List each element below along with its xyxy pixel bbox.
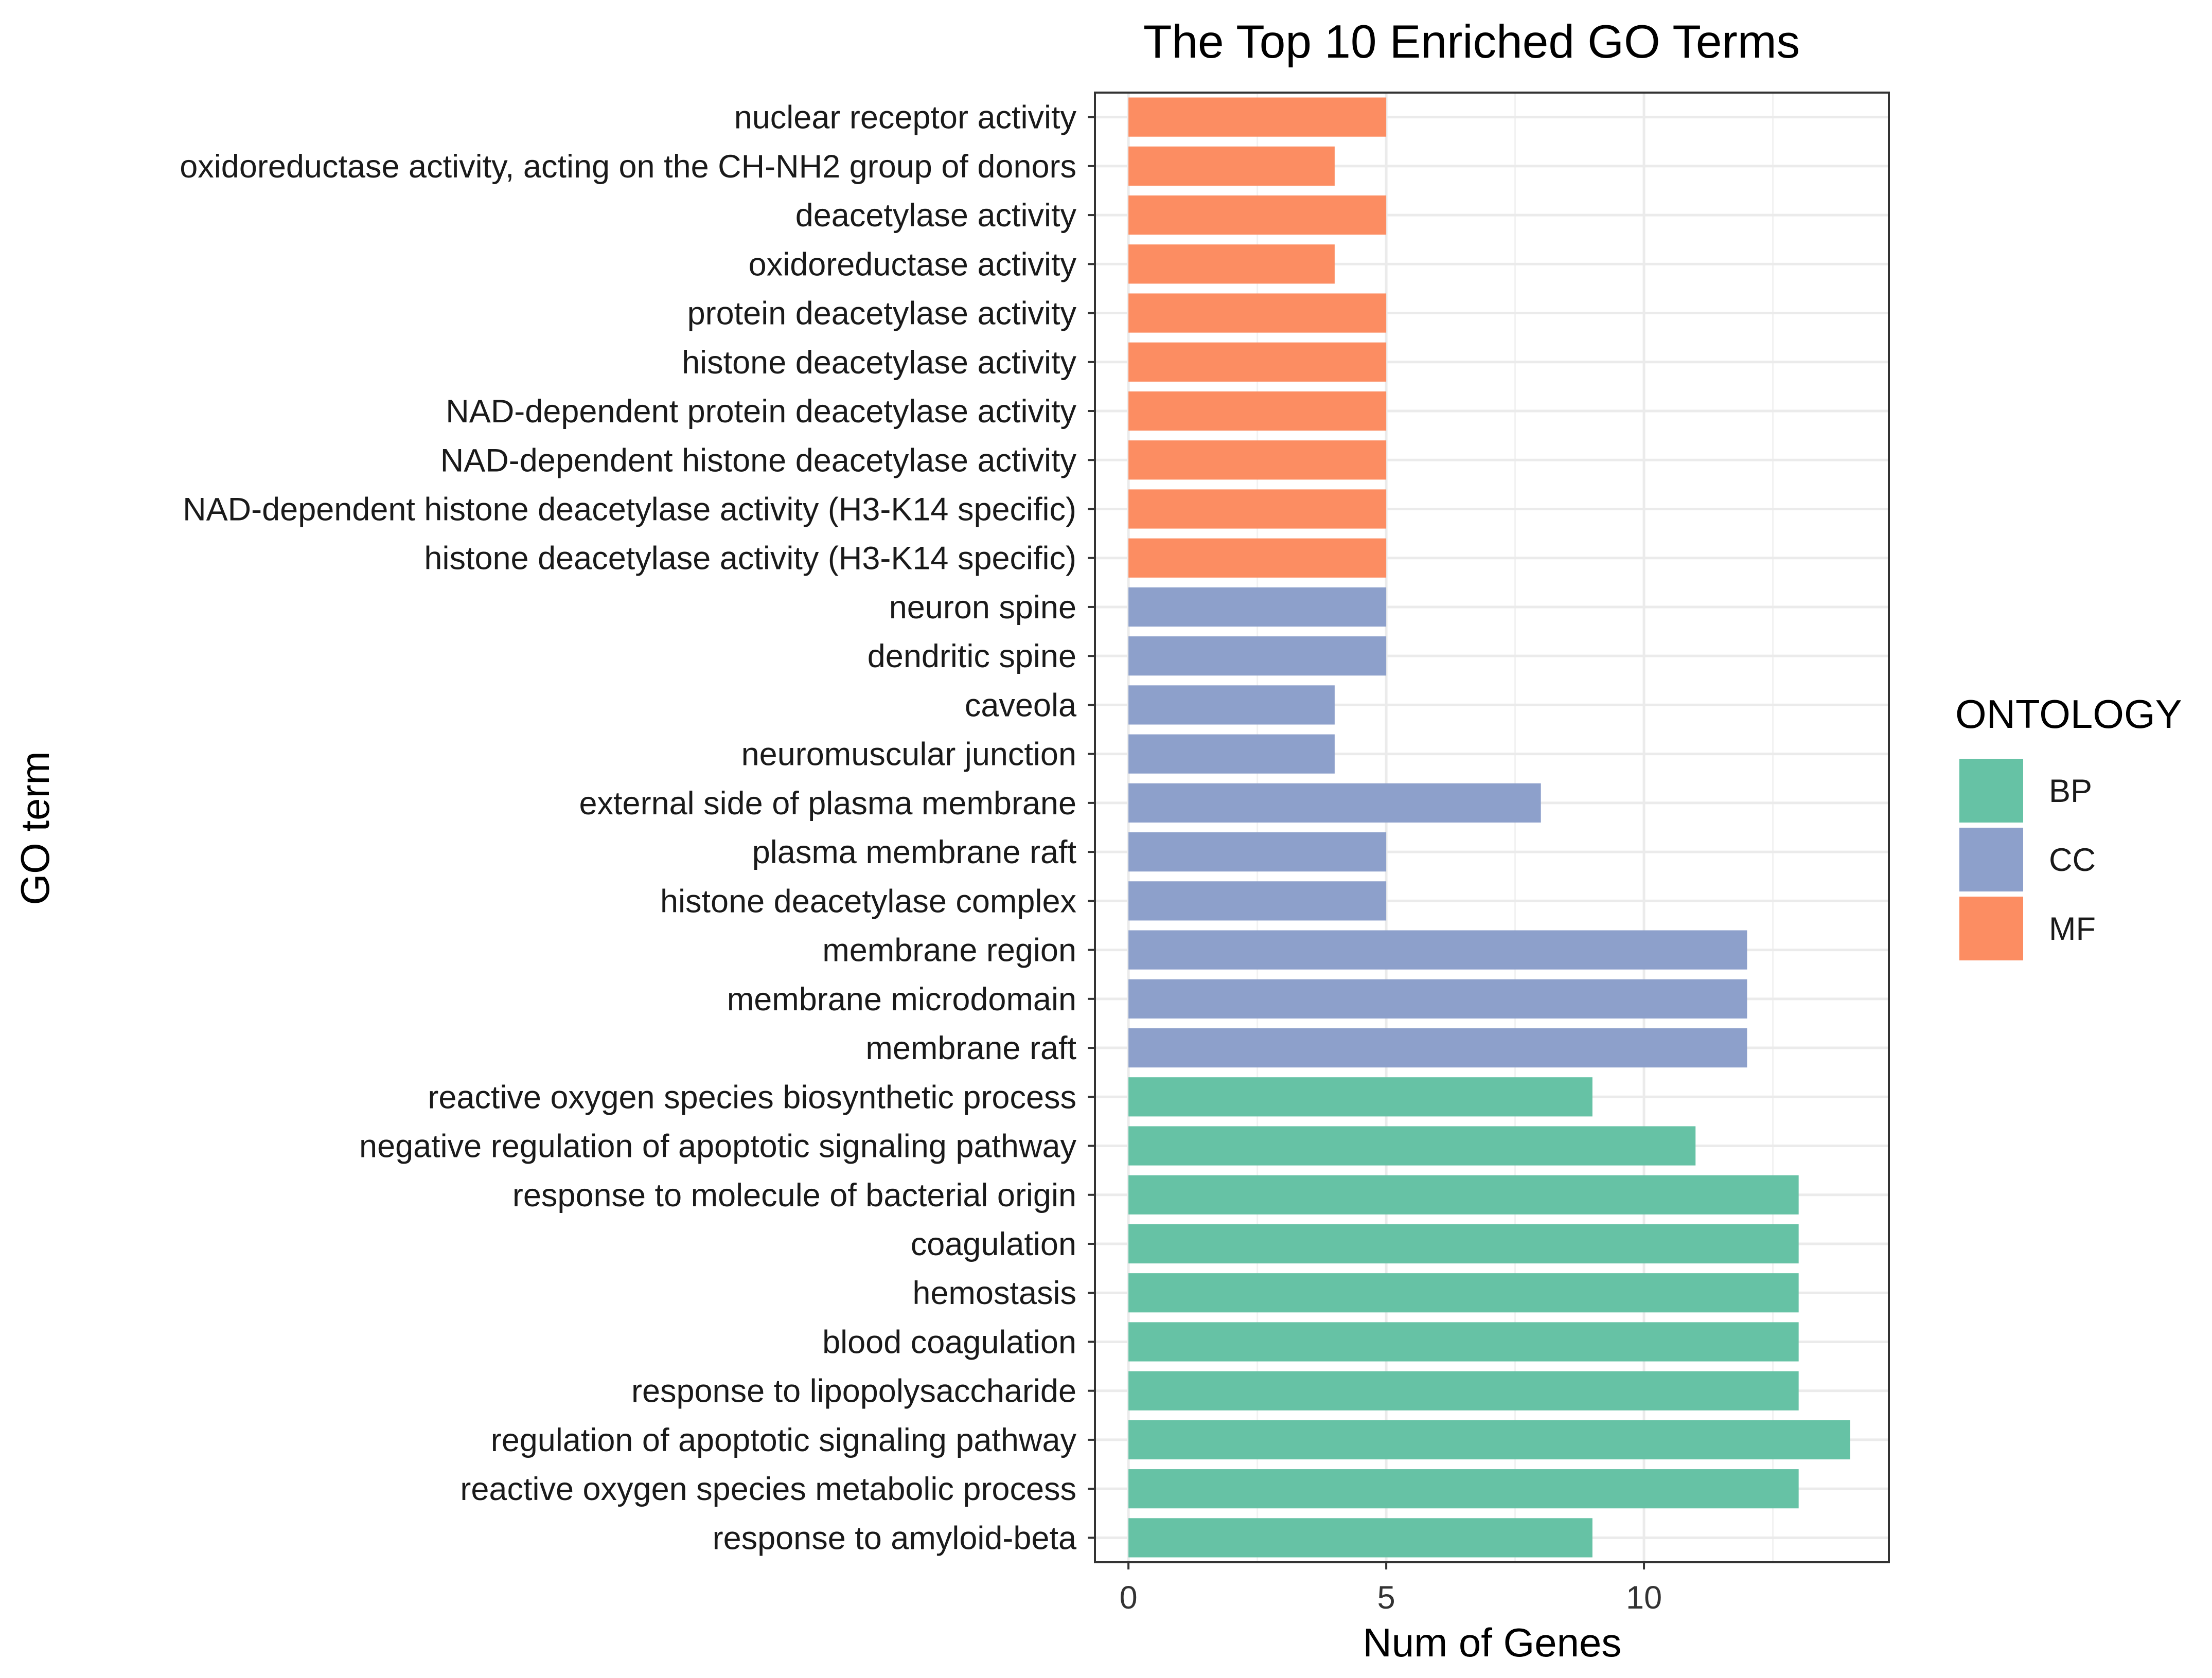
bar-bp: [1128, 1518, 1592, 1558]
legend-label-mf: MF: [2049, 911, 2096, 947]
x-axis: 0 5 10: [1120, 1562, 1662, 1616]
chart-title: The Top 10 Enriched GO Terms: [1143, 16, 1800, 68]
y-tick-label: NAD-dependent histone deacetylase activi…: [183, 491, 1076, 527]
y-tick-label: oxidoreductase activity, acting on the C…: [180, 149, 1076, 185]
bar-bp: [1128, 1420, 1850, 1460]
bar-bp: [1128, 1273, 1799, 1313]
bar-cc: [1128, 636, 1387, 676]
bar-mf: [1128, 293, 1387, 333]
y-tick-label: negative regulation of apoptotic signali…: [359, 1129, 1076, 1165]
bar-mf: [1128, 391, 1387, 431]
x-tick-label: 5: [1377, 1580, 1395, 1616]
bar-group: [1128, 97, 1850, 1558]
x-tick-label: 0: [1120, 1580, 1138, 1616]
y-tick-label: response to lipopolysaccharide: [631, 1373, 1076, 1409]
bar-cc: [1128, 783, 1541, 823]
y-tick-label: oxidoreductase activity: [749, 246, 1077, 282]
bar-bp: [1128, 1175, 1799, 1215]
y-tick-label: caveola: [965, 687, 1077, 723]
bar-bp: [1128, 1322, 1799, 1362]
y-tick-label: histone deacetylase activity: [682, 345, 1076, 381]
y-tick-label: deacetylase activity: [795, 198, 1077, 234]
bar-cc: [1128, 587, 1387, 627]
y-tick-label: NAD-dependent histone deacetylase activi…: [440, 442, 1077, 478]
legend-label-bp: BP: [2049, 773, 2092, 809]
bar-bp: [1128, 1469, 1799, 1509]
bar-mf: [1128, 440, 1387, 480]
x-tick-label: 10: [1626, 1580, 1662, 1616]
bar-bp: [1128, 1224, 1799, 1264]
bar-mf: [1128, 489, 1387, 529]
bar-cc: [1128, 734, 1335, 774]
bar-cc: [1128, 881, 1387, 921]
bar-mf: [1128, 97, 1387, 137]
legend-title: ONTOLOGY: [1955, 691, 2182, 737]
y-tick-label: membrane region: [822, 933, 1076, 969]
y-tick-label: dendritic spine: [868, 638, 1076, 674]
legend: ONTOLOGY BP CC MF: [1955, 691, 2182, 960]
legend-key-bp: [1959, 759, 2023, 823]
bar-cc: [1128, 832, 1387, 872]
x-axis-title: Num of Genes: [1363, 1620, 1622, 1665]
bar-cc: [1128, 1028, 1747, 1068]
legend-key-mf: [1959, 897, 2023, 960]
bar-mf: [1128, 146, 1335, 186]
y-tick-label: reactive oxygen species biosynthetic pro…: [428, 1079, 1076, 1115]
plot-area: [1094, 92, 1890, 1563]
y-axis: nuclear receptor activity oxidoreductase …: [180, 100, 1095, 1556]
y-tick-label: neuron spine: [889, 590, 1076, 626]
y-tick-label: blood coagulation: [822, 1324, 1076, 1360]
y-tick-label: regulation of apoptotic signaling pathwa…: [491, 1422, 1077, 1458]
y-axis-title: GO term: [12, 751, 58, 905]
y-tick-label: response to amyloid-beta: [713, 1520, 1077, 1556]
bar-mf: [1128, 244, 1335, 284]
panel-border: [1094, 92, 1890, 1563]
y-tick-label: neuromuscular junction: [741, 737, 1076, 773]
y-tick-label: nuclear receptor activity: [734, 100, 1077, 136]
bar-bp: [1128, 1077, 1592, 1117]
panel-background: [1095, 93, 1889, 1562]
bar-cc: [1128, 979, 1747, 1019]
y-tick-label: NAD-dependent protein deacetylase activi…: [446, 394, 1076, 430]
bar-cc: [1128, 685, 1335, 725]
y-tick-label: coagulation: [911, 1226, 1076, 1262]
legend-items: BP CC MF: [1959, 759, 2096, 960]
y-tick-label: histone deacetylase activity (H3-K14 spe…: [424, 541, 1076, 577]
y-tick-label: reactive oxygen species metabolic proces…: [460, 1471, 1076, 1507]
legend-key-cc: [1959, 828, 2023, 891]
bar-mf: [1128, 195, 1387, 235]
y-tick-label: response to molecule of bacterial origin: [512, 1177, 1076, 1213]
y-tick-label: hemostasis: [912, 1275, 1076, 1311]
y-tick-label: membrane microdomain: [727, 981, 1076, 1017]
y-tick-label: histone deacetylase complex: [660, 883, 1076, 919]
bar-cc: [1128, 930, 1747, 970]
bar-mf: [1128, 538, 1387, 578]
y-tick-label: plasma membrane raft: [752, 834, 1077, 870]
y-tick-label: membrane raft: [865, 1030, 1076, 1066]
bar-mf: [1128, 342, 1387, 382]
y-tick-label: protein deacetylase activity: [687, 296, 1077, 332]
bar-bp: [1128, 1371, 1799, 1411]
legend-label-cc: CC: [2049, 842, 2096, 878]
y-tick-label: external side of plasma membrane: [579, 786, 1076, 822]
bar-bp: [1128, 1126, 1696, 1166]
